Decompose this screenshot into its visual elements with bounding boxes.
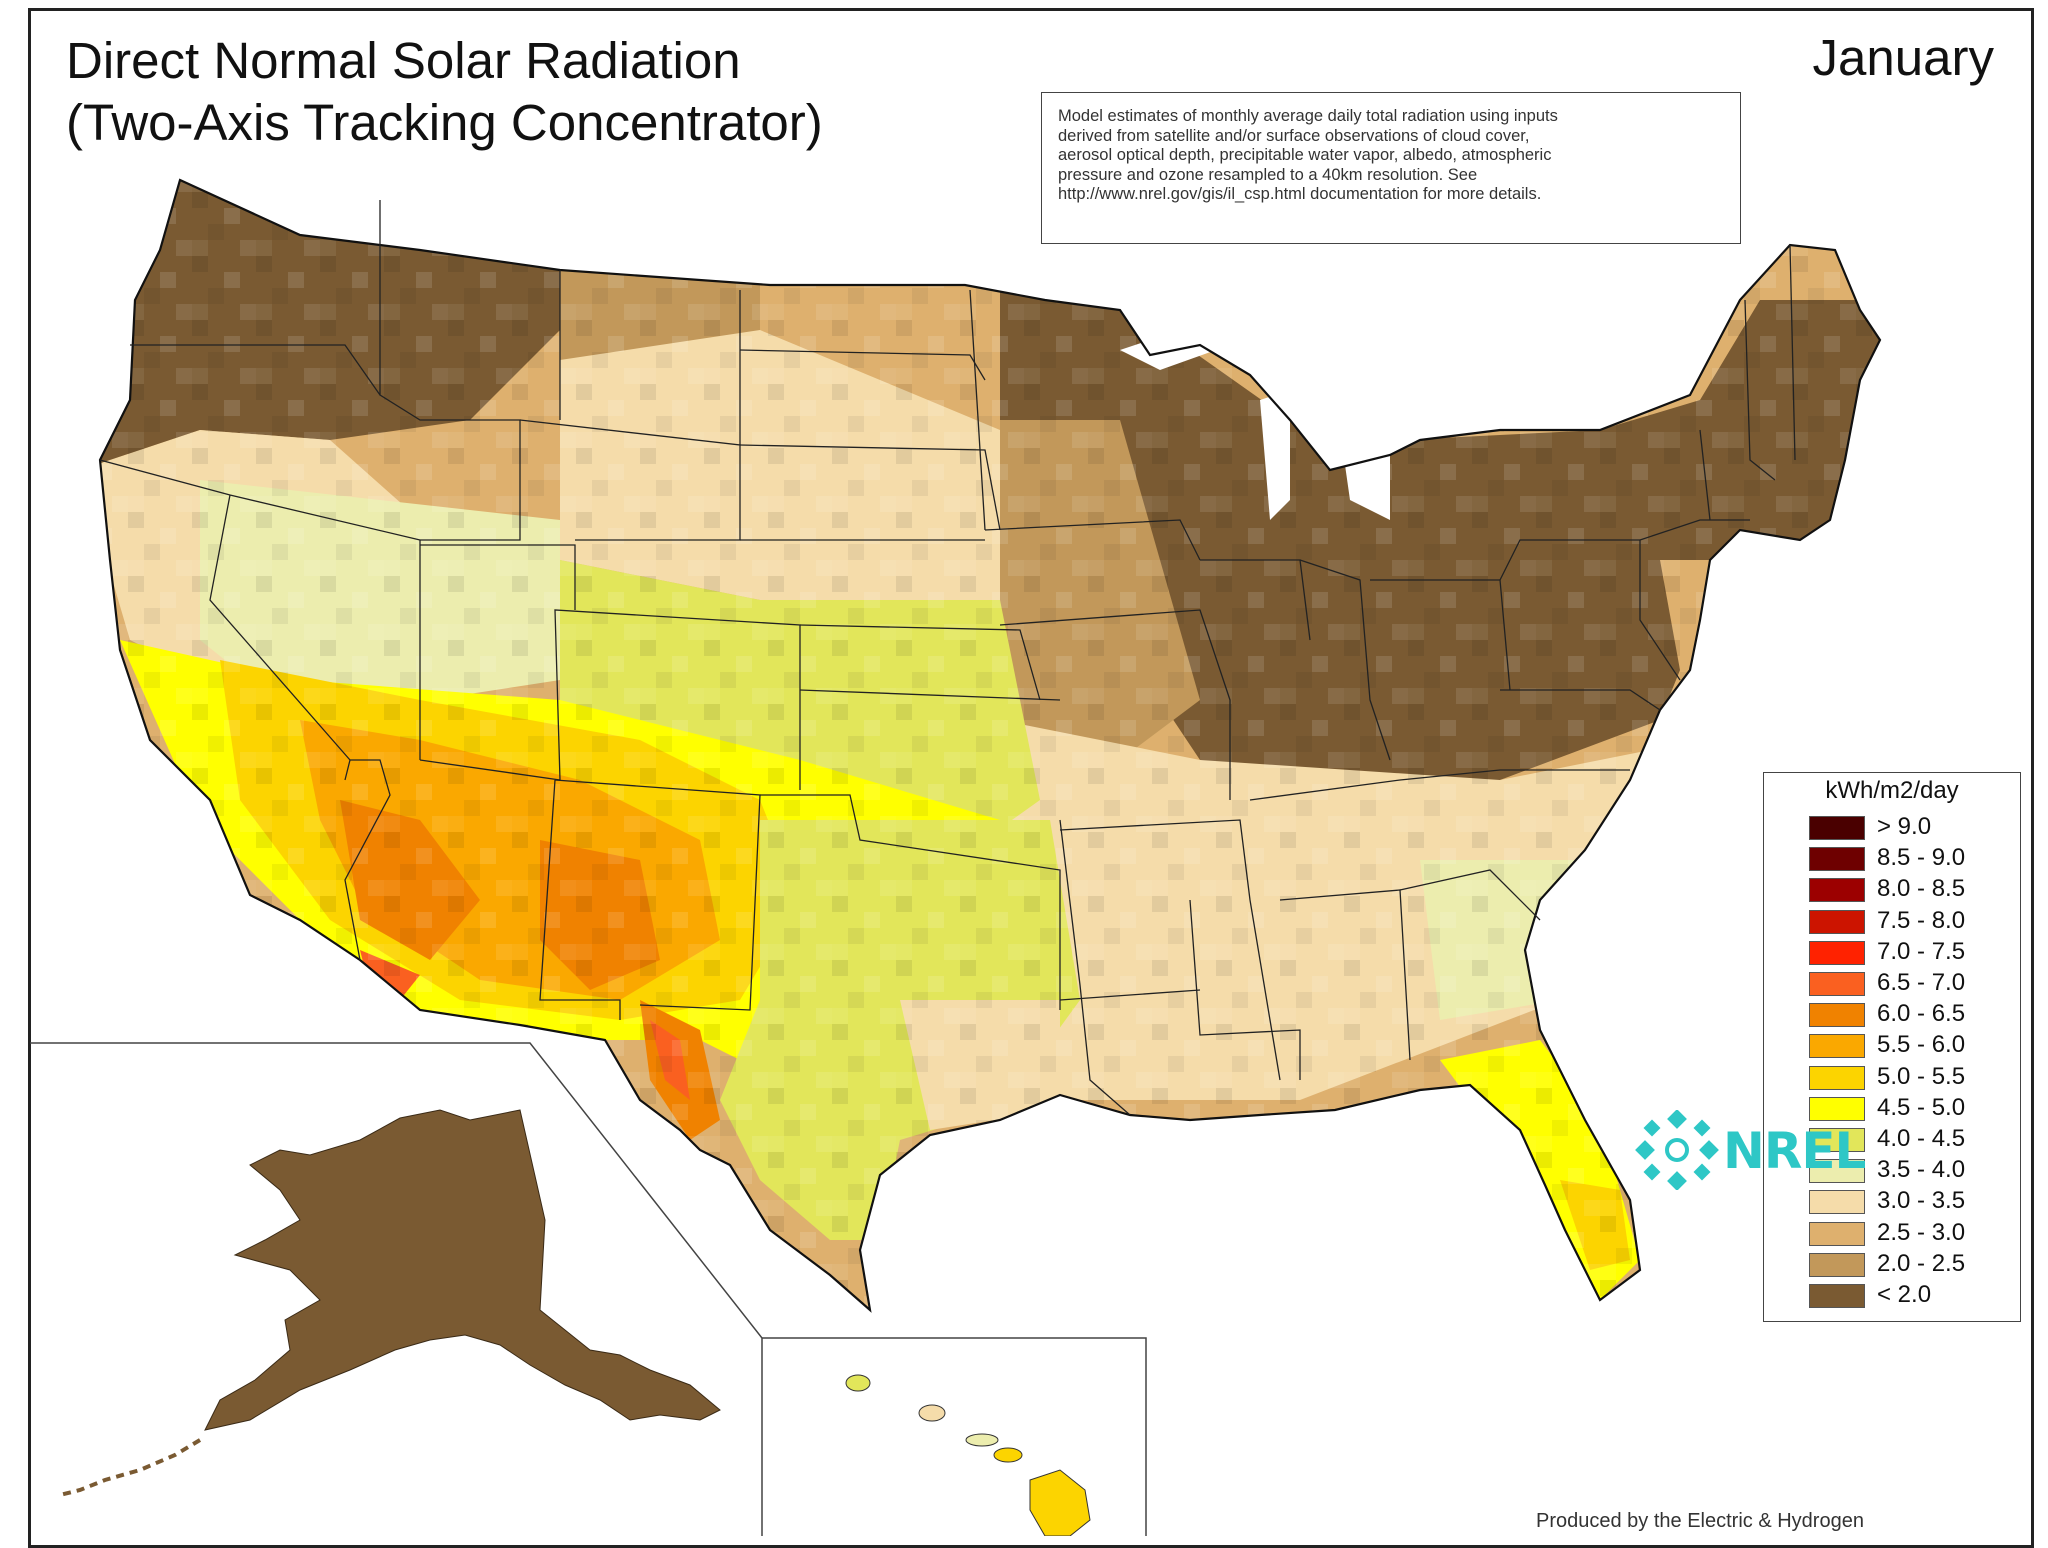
note-line: http://www.nrel.gov/gis/il_csp.html docu… — [1058, 185, 1542, 203]
legend-swatch — [1809, 972, 1865, 996]
legend-swatch — [1809, 1190, 1865, 1215]
legend-swatch — [1809, 847, 1865, 872]
note-line: pressure and ozone resampled to a 40km r… — [1058, 165, 1478, 184]
legend-swatch — [1809, 1159, 1865, 1184]
legend-swatch — [1809, 816, 1865, 840]
nrel-emblem-icon — [1635, 1109, 1719, 1191]
legend-label: 7.0 - 7.5 — [1877, 937, 1966, 965]
legend-label: 3.0 - 3.5 — [1877, 1187, 1966, 1215]
legend-swatch — [1809, 1284, 1865, 1308]
month-label: January — [1812, 29, 1994, 86]
note-line: derived from satellite and/or surface ob… — [1058, 126, 1530, 145]
nrel-logo-text: NREL — [1723, 1122, 1866, 1180]
legend-swatch — [1809, 1252, 1865, 1277]
legend-title: kWh/m2/day — [1825, 777, 1959, 804]
legend-label: 5.5 - 6.0 — [1877, 1031, 1966, 1059]
methodology-note: Model estimates of monthly average daily… — [1041, 92, 1741, 244]
legend-label: 2.5 - 3.0 — [1877, 1218, 1966, 1246]
lake-michigan — [1260, 390, 1290, 520]
alaska-shape — [204, 1109, 721, 1431]
legend-label: 2.0 - 2.5 — [1877, 1249, 1966, 1277]
legend-label: 4.0 - 4.5 — [1877, 1125, 1966, 1152]
credit-text: Produced by the Electric & Hydrogen — [1536, 1510, 1864, 1532]
legend-swatch — [1809, 909, 1865, 934]
inset-dividers — [30, 1042, 1147, 1536]
legend-swatch — [1809, 1003, 1865, 1028]
legend-swatch — [1809, 1221, 1865, 1246]
state-boundaries — [99, 200, 1796, 1116]
legend-label: 5.0 - 5.5 — [1877, 1062, 1966, 1090]
aleutian-islands — [59, 1438, 202, 1497]
title-line-1: Direct Normal Solar Radiation — [66, 32, 741, 89]
legend-swatch — [1809, 940, 1865, 965]
legend: kWh/m2/day > 9.0 8.5 - 9.0 8.0 - 8.5 7.5 - … — [1763, 772, 2021, 1322]
note-line: Model estimates of monthly average daily… — [1058, 107, 1558, 125]
legend-label: 6.5 - 7.0 — [1877, 969, 1966, 996]
legend-label: 3.5 - 4.0 — [1877, 1156, 1966, 1184]
legend-label: 4.5 - 5.0 — [1877, 1093, 1966, 1121]
legend-swatch — [1809, 1128, 1865, 1152]
legend-swatch — [1809, 1065, 1865, 1090]
legend-label: 7.5 - 8.0 — [1877, 906, 1966, 934]
legend-label: < 2.0 — [1877, 1281, 1932, 1308]
legend-swatch — [1809, 1096, 1865, 1121]
legend-label: 8.5 - 9.0 — [1877, 844, 1966, 872]
legend-label: 6.0 - 6.5 — [1877, 1000, 1966, 1028]
legend-label: 8.0 - 8.5 — [1877, 875, 1966, 903]
map-title: Direct Normal Solar Radiation (Two-Axis … — [66, 30, 823, 154]
legend-swatch — [1809, 1034, 1865, 1059]
title-line-2: (Two-Axis Tracking Concentrator) — [66, 94, 823, 151]
us-outline — [98, 178, 1882, 1313]
legend-swatch — [1809, 878, 1865, 903]
legend-label: > 9.0 — [1877, 813, 1932, 840]
hawaii-islands — [845, 1374, 1091, 1536]
lake-huron — [1340, 430, 1390, 520]
note-line: aerosol optical depth, precipitable wate… — [1058, 146, 1552, 164]
nrel-logo: NREL — [1630, 1109, 1866, 1191]
